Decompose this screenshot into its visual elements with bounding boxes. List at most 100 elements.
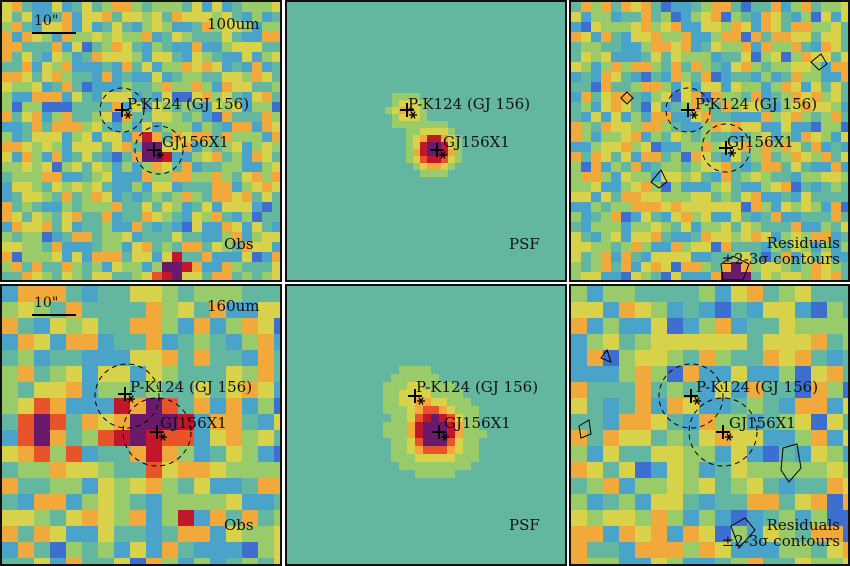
pixel xyxy=(821,32,832,43)
pixel xyxy=(92,212,103,223)
pixel xyxy=(202,92,213,103)
pixel xyxy=(504,2,512,10)
pixel xyxy=(463,486,472,495)
pixel xyxy=(487,374,496,383)
pixel xyxy=(112,72,123,83)
pixel xyxy=(434,170,442,178)
pixel xyxy=(343,286,352,295)
pixel xyxy=(319,294,328,303)
pixel xyxy=(252,222,263,233)
pixel xyxy=(631,222,642,233)
pixel xyxy=(132,192,143,203)
pixel xyxy=(371,184,379,192)
pixel xyxy=(202,152,213,163)
pixel xyxy=(441,191,449,199)
pixel xyxy=(518,44,526,52)
pixel xyxy=(471,470,480,479)
pixel xyxy=(287,478,296,487)
pixel xyxy=(72,212,83,223)
pixel xyxy=(375,350,384,359)
pixel xyxy=(469,233,477,241)
pixel xyxy=(399,334,408,343)
pixel xyxy=(553,16,561,24)
pixel xyxy=(691,22,702,33)
pixel xyxy=(371,86,379,94)
pixel xyxy=(407,398,416,407)
pixel xyxy=(22,132,33,143)
pixel xyxy=(495,558,504,564)
pixel xyxy=(431,550,440,559)
pixel xyxy=(102,272,113,280)
pixel xyxy=(779,318,796,335)
pixel xyxy=(532,254,540,262)
pixel xyxy=(415,294,424,303)
pixel xyxy=(178,430,195,447)
pixel xyxy=(178,510,195,527)
pixel xyxy=(375,438,384,447)
pixel xyxy=(490,107,498,115)
pixel xyxy=(98,350,115,367)
pixel xyxy=(42,162,53,173)
pixel xyxy=(532,212,540,220)
pixel xyxy=(351,318,360,327)
pixel xyxy=(711,262,722,273)
pixel xyxy=(721,222,732,233)
pixel xyxy=(571,132,582,143)
pixel xyxy=(359,430,368,439)
pixel xyxy=(82,462,99,479)
pixel xyxy=(495,366,504,375)
pixel xyxy=(747,414,764,431)
pixel xyxy=(343,191,351,199)
pixel xyxy=(132,12,143,23)
pixel xyxy=(525,212,533,220)
pixel xyxy=(192,32,203,43)
pixel xyxy=(92,152,103,163)
pixel xyxy=(378,16,386,24)
pixel xyxy=(222,272,233,280)
pixel xyxy=(476,23,484,31)
pixel xyxy=(194,542,211,559)
pixel xyxy=(192,92,203,103)
pixel xyxy=(699,318,716,335)
pixel xyxy=(841,132,848,143)
pixel xyxy=(364,184,372,192)
pixel xyxy=(581,252,592,263)
pixel xyxy=(232,82,243,93)
pixel xyxy=(308,58,316,66)
pixel xyxy=(351,558,360,564)
pixel xyxy=(479,318,488,327)
pixel xyxy=(497,30,505,38)
pixel xyxy=(311,382,320,391)
pixel xyxy=(272,142,280,153)
pixel xyxy=(631,62,642,73)
pixel xyxy=(761,272,772,280)
pixel xyxy=(232,152,243,163)
pixel xyxy=(383,294,392,303)
pixel xyxy=(72,82,83,93)
pixel xyxy=(511,398,520,407)
pixel xyxy=(407,454,416,463)
pixel xyxy=(476,268,484,276)
pixel xyxy=(194,510,211,527)
pixel xyxy=(315,135,323,143)
pixel xyxy=(715,366,732,383)
pixel xyxy=(32,182,43,193)
pixel xyxy=(378,128,386,136)
pixel xyxy=(661,122,672,133)
pixel xyxy=(371,212,379,220)
pixel xyxy=(447,286,456,295)
pixel xyxy=(22,272,33,280)
pixel xyxy=(455,254,463,262)
pixel xyxy=(367,534,376,543)
pixel xyxy=(635,446,652,463)
pixel xyxy=(795,382,812,399)
pixel xyxy=(329,247,337,255)
pixel xyxy=(301,100,309,108)
pixel xyxy=(715,350,732,367)
pixel xyxy=(503,334,512,343)
pixel xyxy=(98,318,115,335)
pixel xyxy=(469,156,477,164)
pixel xyxy=(497,275,505,280)
pixel xyxy=(691,42,702,53)
pixel xyxy=(603,414,620,431)
